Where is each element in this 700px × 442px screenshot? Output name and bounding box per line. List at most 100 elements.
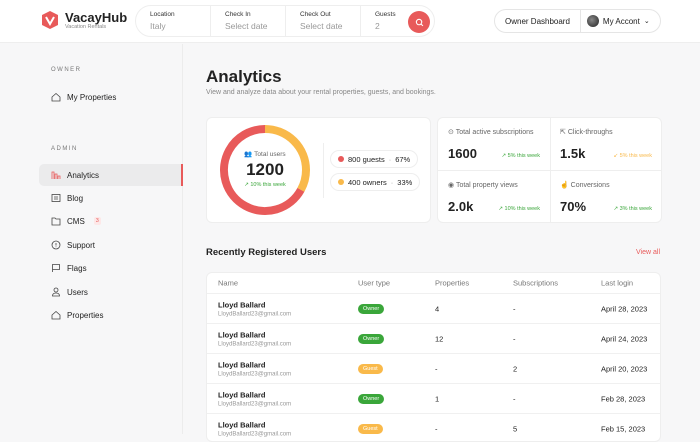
sidebar-item-cms[interactable]: CMS 3 bbox=[39, 210, 183, 232]
user-type-badge: Owner bbox=[358, 393, 385, 404]
sidebar-item-label: Flags bbox=[67, 263, 87, 273]
check-in-field[interactable]: Check In Select date bbox=[211, 6, 286, 36]
field-value: Select date bbox=[300, 21, 343, 31]
page-title: Analytics bbox=[206, 67, 282, 86]
user-cell: Lloyd Ballard LloydBallard23@gmail.com bbox=[218, 300, 291, 317]
total-users-card: 👥 Total users 1200 ↗ 10% this week bbox=[206, 117, 431, 223]
users-donut-chart bbox=[220, 125, 310, 215]
admin-section-label: ADMIN bbox=[51, 146, 78, 152]
properties-cell: - bbox=[435, 424, 438, 433]
brand-name: VacayHub bbox=[65, 9, 128, 25]
stat-conversions: ☝ Conversions 70% ↗ 3% this week bbox=[550, 171, 662, 223]
legend-guests-pct: 67% bbox=[395, 154, 411, 164]
stat-label: ◉ Total property views bbox=[448, 182, 518, 189]
sidebar-item-label: Blog bbox=[67, 193, 84, 203]
sidebar-item-support[interactable]: Support bbox=[39, 234, 183, 256]
user-name: Lloyd Ballard bbox=[218, 360, 266, 369]
user-cell: Lloyd Ballard LloydBallard23@gmail.com bbox=[218, 390, 291, 407]
guests-dot bbox=[338, 156, 344, 162]
stat-change: ↙ 5% this week bbox=[613, 153, 652, 159]
col-subscriptions: Subscriptions bbox=[513, 278, 559, 288]
col-properties: Properties bbox=[435, 278, 470, 288]
table-row[interactable]: Lloyd Ballard LloydBallard23@gmail.com Ow… bbox=[207, 324, 660, 354]
stat-value: 2.0k bbox=[448, 199, 474, 214]
col-last-login: Last login bbox=[601, 278, 634, 288]
top-header: VacayHub Vacation Rentals Location Italy C… bbox=[0, 0, 700, 43]
sidebar-item-label: Properties bbox=[67, 310, 104, 320]
stat-value: 70% bbox=[560, 199, 587, 214]
location-field[interactable]: Location Italy bbox=[136, 6, 211, 36]
stat-label: ⇱ Click-throughs bbox=[560, 129, 613, 136]
check-out-field[interactable]: Check Out Select date bbox=[286, 6, 361, 36]
cms-badge: 3 bbox=[93, 217, 101, 225]
stat-change: ↗ 3% this week bbox=[613, 206, 652, 212]
properties-cell: 12 bbox=[435, 334, 444, 343]
subscriptions-cell: - bbox=[513, 304, 516, 313]
last-login-cell: April 28, 2023 bbox=[601, 304, 648, 313]
user-name: Lloyd Ballard bbox=[218, 420, 266, 429]
field-value: Select date bbox=[225, 21, 268, 31]
stat-subscriptions: ⊙ Total active subscriptions 1600 ↗ 5% thi… bbox=[438, 118, 550, 170]
brand-logo[interactable]: VacayHub Vacation Rentals bbox=[40, 10, 127, 30]
total-users-label: 👥 Total users bbox=[215, 150, 315, 158]
stat-property-views: ◉ Total property views 2.0k ↗ 10% this wee… bbox=[438, 171, 550, 223]
users-icon: 👥 bbox=[244, 151, 253, 158]
sidebar-item-users[interactable]: Users bbox=[39, 281, 183, 303]
divider bbox=[323, 143, 324, 198]
user-type-badge: Owner bbox=[358, 303, 385, 314]
guests-field[interactable]: Guests 2 bbox=[361, 6, 411, 36]
flag-icon bbox=[52, 264, 60, 272]
search-icon bbox=[415, 18, 423, 26]
search-button[interactable] bbox=[408, 11, 430, 33]
subscriptions-cell: 2 bbox=[513, 364, 518, 373]
stat-change: ↗ 5% this week bbox=[501, 153, 540, 159]
user-type-badge: Owner bbox=[358, 333, 385, 344]
owners-dot bbox=[338, 179, 344, 185]
logo-icon bbox=[42, 11, 58, 29]
col-user-type: User type bbox=[358, 278, 391, 288]
folder-icon bbox=[51, 217, 61, 226]
table-row[interactable]: Lloyd Ballard LloydBallard23@gmail.com Ow… bbox=[207, 384, 660, 414]
table-row[interactable]: Lloyd Ballard LloydBallard23@gmail.com Ow… bbox=[207, 294, 660, 324]
sidebar-item-label: Support bbox=[67, 240, 96, 250]
sidebar-item-properties[interactable]: Properties bbox=[39, 304, 183, 326]
properties-cell: 1 bbox=[435, 394, 440, 403]
last-login-cell: April 20, 2023 bbox=[601, 364, 648, 373]
account-bar: Owner Dashboard My Accont ⌄ bbox=[494, 9, 661, 33]
eye-icon: ◉ bbox=[448, 182, 455, 189]
table-row[interactable]: Lloyd Ballard LloydBallard23@gmail.com Gu… bbox=[207, 414, 660, 441]
stat-click-throughs: ⇱ Click-throughs 1.5k ↙ 5% this week bbox=[550, 118, 662, 170]
field-value: Italy bbox=[150, 21, 166, 31]
my-account-menu[interactable]: My Accont ⌄ bbox=[581, 15, 650, 27]
field-value: 2 bbox=[375, 21, 380, 31]
user-email: LloydBallard23@gmail.com bbox=[218, 431, 292, 437]
owner-dashboard-button[interactable]: Owner Dashboard bbox=[495, 10, 581, 32]
owners-arc bbox=[220, 125, 310, 215]
page-subtitle: View and analyze data about your rental … bbox=[206, 89, 436, 96]
sidebar-item-flags[interactable]: Flags bbox=[39, 257, 183, 279]
brand-tagline: Vacation Rentals bbox=[65, 23, 107, 30]
sidebar-item-blog[interactable]: Blog bbox=[39, 187, 183, 209]
stat-change: ↗ 10% this week bbox=[498, 206, 540, 212]
stat-value: 1600 bbox=[448, 146, 477, 161]
user-email: LloydBallard23@gmail.com bbox=[218, 311, 292, 317]
user-email: LloydBallard23@gmail.com bbox=[218, 341, 292, 347]
sidebar-item-my-properties[interactable]: My Properties bbox=[39, 86, 183, 108]
sidebar-item-label: Analytics bbox=[67, 170, 100, 180]
sidebar-item-label: CMS bbox=[67, 216, 85, 226]
table-row[interactable]: Lloyd Ballard LloydBallard23@gmail.com Gu… bbox=[207, 354, 660, 384]
legend-guests-label: 800 guests bbox=[348, 154, 385, 164]
legend-guests: 800 guests · 67% bbox=[330, 150, 419, 168]
view-all-link[interactable]: View all bbox=[636, 249, 660, 256]
stat-value: 1.5k bbox=[560, 146, 586, 161]
account-label: My Accont bbox=[602, 16, 640, 26]
owner-section-label: OWNER bbox=[51, 67, 82, 73]
subscriptions-cell: 5 bbox=[513, 424, 518, 433]
user-cell: Lloyd Ballard LloydBallard23@gmail.com bbox=[218, 420, 291, 437]
cursor-icon: ⇱ bbox=[560, 129, 566, 136]
field-label: Check In bbox=[225, 11, 251, 18]
stat-label: ⊙ Total active subscriptions bbox=[448, 129, 534, 136]
sidebar-item-analytics[interactable]: Analytics bbox=[39, 164, 183, 186]
user-name: Lloyd Ballard bbox=[218, 330, 266, 339]
hand-icon: ☝ bbox=[560, 182, 569, 189]
